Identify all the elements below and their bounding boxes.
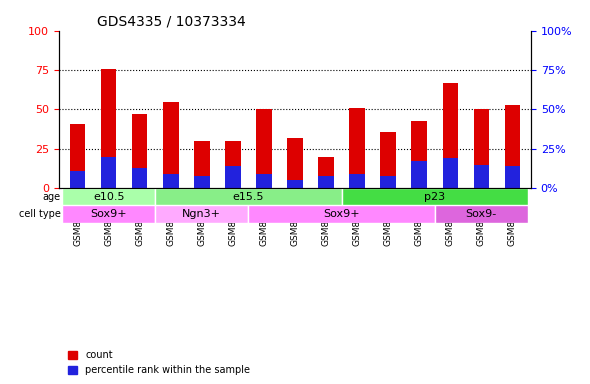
Bar bbox=[411, 121, 427, 188]
Text: Sox9+: Sox9+ bbox=[323, 209, 360, 219]
FancyBboxPatch shape bbox=[62, 188, 155, 205]
FancyBboxPatch shape bbox=[248, 205, 435, 223]
Bar bbox=[163, 102, 179, 188]
Bar bbox=[256, 174, 272, 188]
Text: e15.5: e15.5 bbox=[232, 192, 264, 202]
Bar bbox=[474, 165, 489, 188]
Bar bbox=[225, 141, 241, 188]
Bar bbox=[101, 157, 116, 188]
Bar bbox=[194, 175, 209, 188]
Text: age: age bbox=[42, 192, 61, 202]
Bar bbox=[194, 141, 209, 188]
Text: GDS4335 / 10373334: GDS4335 / 10373334 bbox=[97, 14, 245, 28]
Bar bbox=[318, 175, 334, 188]
Text: Sox9+: Sox9+ bbox=[90, 209, 127, 219]
Text: Sox9-: Sox9- bbox=[466, 209, 497, 219]
Text: e10.5: e10.5 bbox=[93, 192, 124, 202]
FancyBboxPatch shape bbox=[155, 188, 342, 205]
Bar bbox=[504, 166, 520, 188]
Bar bbox=[411, 162, 427, 188]
Bar bbox=[132, 168, 148, 188]
Bar bbox=[70, 124, 86, 188]
Bar bbox=[381, 132, 396, 188]
Bar bbox=[163, 174, 179, 188]
Text: Ngn3+: Ngn3+ bbox=[182, 209, 221, 219]
Bar bbox=[349, 174, 365, 188]
FancyBboxPatch shape bbox=[342, 188, 528, 205]
Text: p23: p23 bbox=[424, 192, 445, 202]
Bar bbox=[381, 175, 396, 188]
Bar bbox=[101, 68, 116, 188]
FancyBboxPatch shape bbox=[155, 205, 248, 223]
FancyBboxPatch shape bbox=[62, 205, 155, 223]
Bar bbox=[442, 83, 458, 188]
Bar bbox=[225, 166, 241, 188]
Bar bbox=[349, 108, 365, 188]
Bar bbox=[70, 171, 86, 188]
Bar bbox=[132, 114, 148, 188]
FancyBboxPatch shape bbox=[435, 205, 528, 223]
Bar bbox=[287, 180, 303, 188]
Bar bbox=[504, 105, 520, 188]
Bar bbox=[474, 109, 489, 188]
Legend: count, percentile rank within the sample: count, percentile rank within the sample bbox=[64, 346, 254, 379]
Bar bbox=[256, 109, 272, 188]
Bar bbox=[318, 157, 334, 188]
Bar bbox=[287, 138, 303, 188]
Bar bbox=[442, 158, 458, 188]
Text: cell type: cell type bbox=[19, 209, 61, 219]
